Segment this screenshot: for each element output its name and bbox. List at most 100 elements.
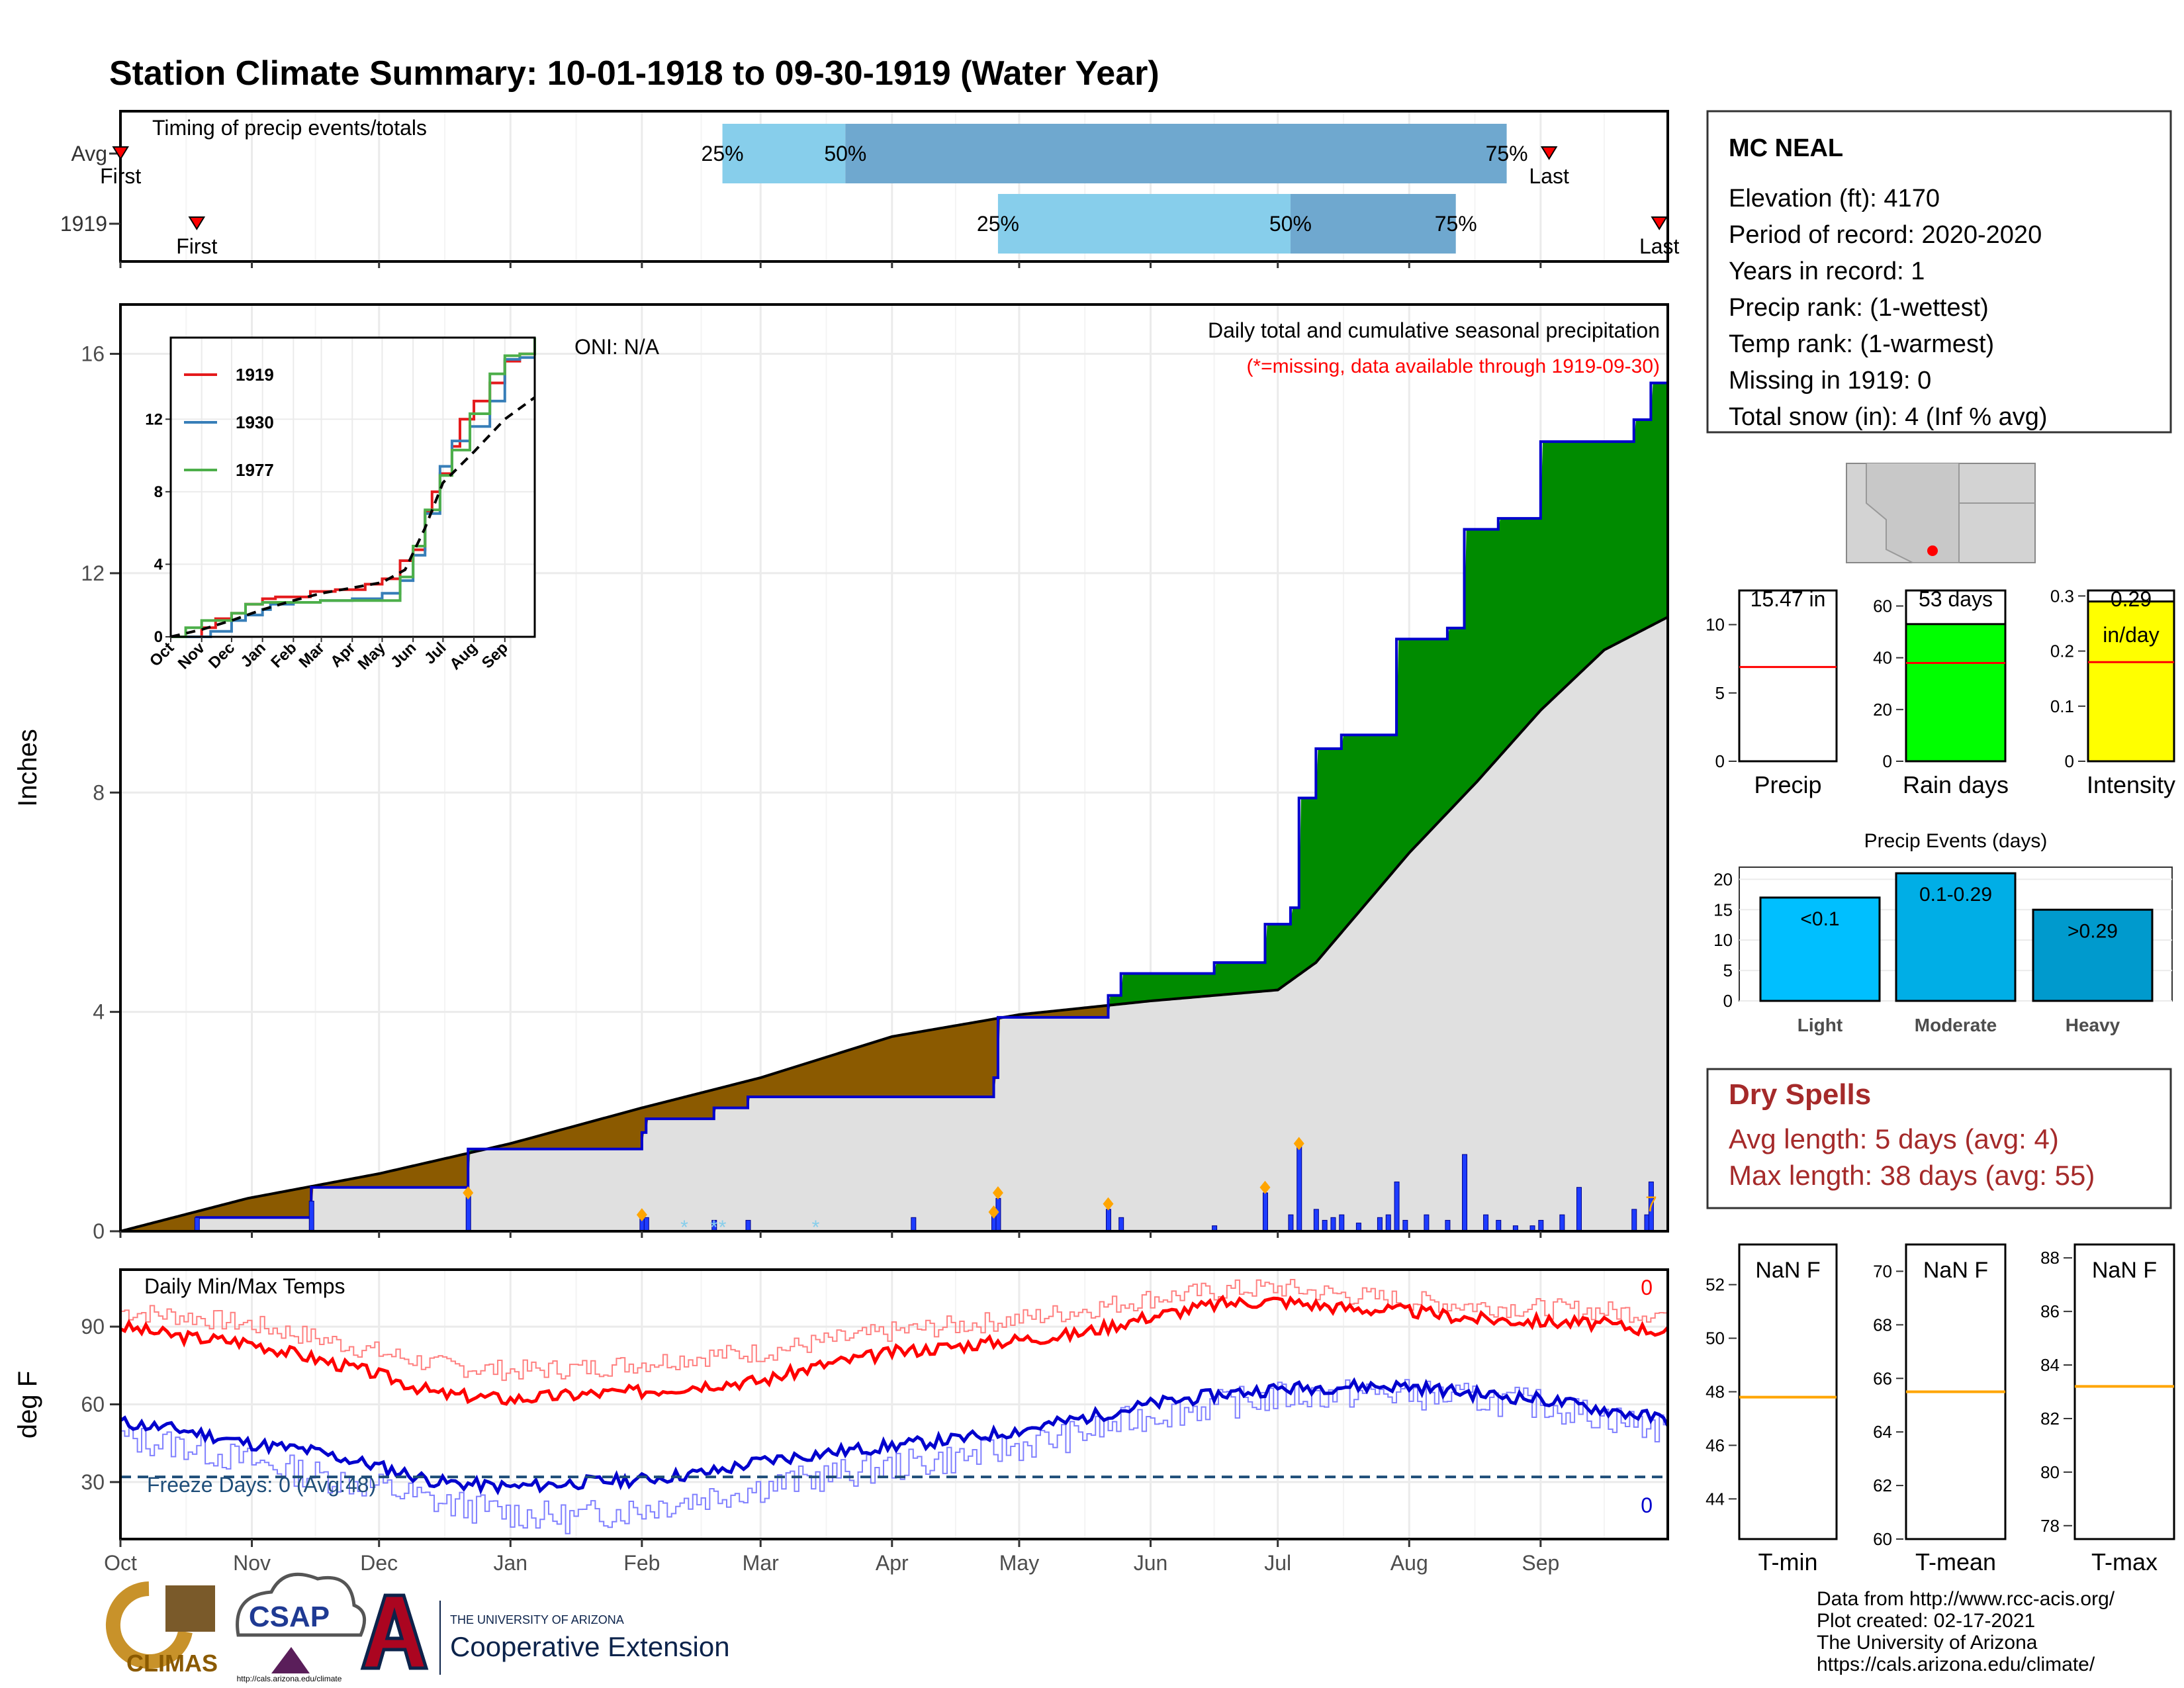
daily-precip-bar xyxy=(1538,1219,1544,1232)
inset-legend-label: 1919 xyxy=(236,365,274,385)
temp-summary-tick-label: 64 xyxy=(1873,1422,1892,1442)
month-tick-label: Jan xyxy=(494,1551,528,1575)
inset-x-tick-label: Jun xyxy=(387,639,420,671)
daily-marker xyxy=(992,1186,1003,1200)
daily-precip-bar xyxy=(1394,1181,1400,1232)
footer-line: The University of Arizona xyxy=(1817,1632,2038,1654)
temp-summary-tick-label: 86 xyxy=(2040,1301,2060,1321)
timing-row-label: Avg xyxy=(71,142,107,165)
daily-precip-bar xyxy=(911,1217,917,1232)
location-map xyxy=(1846,463,2036,563)
csap-url: http://cals.arizona.edu/climate xyxy=(237,1674,342,1683)
events-tick-label: 20 xyxy=(1713,869,1733,889)
timing-marker-last xyxy=(1540,146,1558,160)
daily-precip-bar xyxy=(194,1217,200,1232)
summary-bar-intensity xyxy=(2087,600,2175,763)
temperature-summary-panels: 44 46 48 50 52 NaN F T-min 60 62 64 66 68 70 NaN F T-m… xyxy=(1706,1243,2175,1575)
daily-marker xyxy=(1293,1137,1304,1150)
daily-precip-bar xyxy=(1559,1214,1565,1232)
timing-bar-25-50 xyxy=(997,194,1291,254)
events-tick-label: 15 xyxy=(1713,900,1733,919)
footer-line: https://cals.arizona.edu/climate/ xyxy=(1817,1654,2095,1675)
daily-precip-bar xyxy=(308,1200,314,1232)
tmin-reference-line xyxy=(120,1379,1668,1534)
month-tick-label: Nov xyxy=(233,1551,271,1575)
missing-marker: * xyxy=(812,1217,820,1239)
daily-precip-bar xyxy=(1313,1209,1319,1232)
y-tick-label: 90 xyxy=(81,1315,105,1338)
temp-summary-tick-label: 68 xyxy=(1873,1315,1892,1335)
timing-frame xyxy=(119,110,1669,263)
oni-label: ONI: N/A xyxy=(574,335,660,359)
timing-label-first: First xyxy=(100,164,141,188)
timing-label-75: 75% xyxy=(1486,142,1528,165)
y-tick-label: 8 xyxy=(93,780,105,804)
summary-value-label: 53 days xyxy=(1919,587,1993,611)
daily-precip-bar xyxy=(1424,1214,1430,1232)
events-bar-range: >0.29 xyxy=(2068,920,2118,942)
station-line: Period of record: 2020-2020 xyxy=(1729,221,2042,249)
temp-summary-tick-label: 44 xyxy=(1706,1489,1725,1509)
inset-legend-label: 1930 xyxy=(236,412,274,432)
summary-bar-label: Precip xyxy=(1754,771,1821,798)
precip-subtitle: Daily total and cumulative seasonal prec… xyxy=(1208,318,1660,342)
temp-summary-label: T-mean xyxy=(1915,1548,1996,1575)
footer-line: Data from http://www.rcc-acis.org/ xyxy=(1817,1588,2115,1610)
inset-x-tick-label: Nov xyxy=(175,639,209,673)
daily-precip-bar xyxy=(1445,1219,1451,1232)
timing-label-25: 25% xyxy=(702,142,744,165)
timing-label-50: 50% xyxy=(1269,212,1312,236)
timing-label-25: 25% xyxy=(977,212,1019,236)
events-bar-range: 0.1-0.29 xyxy=(1919,884,1992,906)
freeze-note: Freeze Days: 0 (Avg:48) xyxy=(147,1473,376,1497)
summary-tick-label: 40 xyxy=(1873,648,1892,668)
events-category-label: Heavy xyxy=(2066,1015,2120,1035)
footer-line: Plot created: 02-17-2021 xyxy=(1817,1610,2035,1632)
month-tick-label: Oct xyxy=(104,1551,137,1575)
month-tick-label: Dec xyxy=(360,1551,398,1575)
summary-tick-label: 60 xyxy=(1873,596,1892,616)
timing-label-50: 50% xyxy=(824,142,866,165)
daily-marker xyxy=(636,1208,647,1222)
csap-logo-text: CSAP xyxy=(249,1601,330,1633)
climas-logo-arc xyxy=(105,1581,193,1669)
timing-panel: Timing of precip events/totals Avg 25% 50% 7… xyxy=(60,110,1680,268)
normal-area xyxy=(120,617,1668,1231)
temp-summary-value: NaN F xyxy=(1923,1258,1988,1283)
missing-marker: * xyxy=(680,1217,688,1239)
events-title: Precip Events (days) xyxy=(1864,830,2048,852)
events-tick-label: 10 xyxy=(1713,930,1733,950)
station-line: Temp rank: (1-warmest) xyxy=(1729,330,1994,358)
tmin-count: 0 xyxy=(1641,1493,1653,1517)
summary-tick-label: 20 xyxy=(1873,700,1892,720)
summary-tick-label: 0.2 xyxy=(2050,641,2074,661)
timing-marker-first xyxy=(188,216,206,230)
y-tick-label: 12 xyxy=(81,561,105,585)
daily-marker xyxy=(1259,1180,1271,1194)
station-line: Years in record: 1 xyxy=(1729,258,1925,285)
summary-tick-label: 0 xyxy=(1715,751,1725,771)
temp-summary-tick-label: 50 xyxy=(1706,1329,1725,1348)
daily-precip-bar xyxy=(1105,1209,1111,1232)
precip-ylabel: Inches xyxy=(13,729,42,807)
events-bar-light xyxy=(1759,896,1881,1002)
timing-row-label: 1919 xyxy=(60,212,107,236)
daily-marker xyxy=(988,1205,999,1219)
missing-note: (*=missing, data available through 1919-… xyxy=(1246,355,1660,377)
daily-precip-bar xyxy=(1262,1192,1268,1232)
summary-tick-label: 0 xyxy=(1883,751,1892,771)
temp-summary-tick-label: 66 xyxy=(1873,1368,1892,1388)
y-tick-label: 0 xyxy=(93,1219,105,1243)
temp-summary-tick-label: 84 xyxy=(2040,1355,2060,1375)
temp-summary-value: NaN F xyxy=(1755,1258,1820,1283)
station-line: Total snow (in): 4 (Inf % avg) xyxy=(1729,403,2048,431)
summary-bar-precip xyxy=(1738,589,1838,763)
inset-average-line xyxy=(170,396,536,638)
station-line: Elevation (ft): 4170 xyxy=(1729,185,1940,212)
station-info-box: MC NEAL Elevation (ft): 4170 Period of rec… xyxy=(1706,110,2172,434)
temp-summary-tick-label: 80 xyxy=(2040,1462,2060,1482)
ua-small-text: THE UNIVERSITY OF ARIZONA xyxy=(450,1613,624,1626)
temperature-panel: 30 60 90 Daily Min/Max Temps Freeze Days: 0 … xyxy=(13,1268,1670,1540)
summary-tick-label: 0 xyxy=(2065,751,2074,771)
daily-precip-bar xyxy=(1288,1214,1294,1232)
